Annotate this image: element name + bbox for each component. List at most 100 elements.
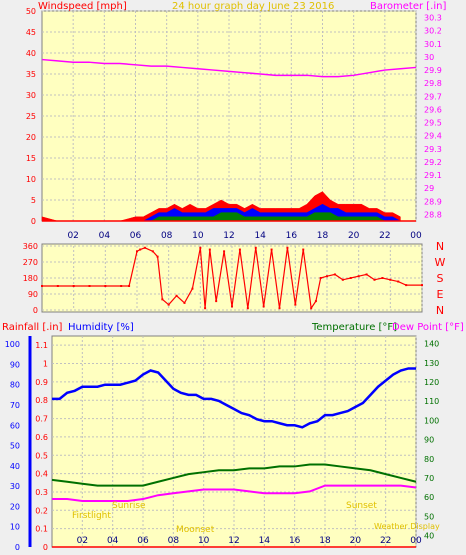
temperature-tick-label: 130 bbox=[424, 359, 439, 368]
wind-direction-point bbox=[128, 285, 131, 287]
humidity-tick-label: 40 bbox=[10, 462, 20, 471]
x-tick-label: 10 bbox=[198, 536, 210, 546]
wind-direction-point bbox=[262, 305, 265, 308]
temperature-tick-label: 110 bbox=[424, 397, 439, 406]
wind-direction-point bbox=[215, 300, 218, 303]
wind-direction-point bbox=[199, 246, 202, 249]
wind-direction-point bbox=[72, 285, 75, 287]
barometer-label: Barometer [.in] bbox=[370, 1, 446, 12]
credit-label: Weather Display bbox=[374, 522, 440, 531]
rainfall-tick-label: 0.8 bbox=[35, 396, 48, 405]
right-tick-label: 29.2 bbox=[424, 158, 442, 167]
right-tick-label: 28.9 bbox=[424, 197, 442, 206]
x-tick-label: 08 bbox=[168, 536, 180, 546]
rainfall-tick-label: 0.4 bbox=[35, 470, 48, 479]
humidity-tick-label: 70 bbox=[10, 401, 20, 410]
wind-direction-point bbox=[204, 307, 207, 310]
rainfall-tick-label: 0.7 bbox=[35, 415, 48, 424]
compass-3: E bbox=[437, 288, 444, 301]
x-tick-label: 14 bbox=[259, 536, 271, 546]
wind-direction-point bbox=[183, 301, 186, 304]
x-tick-label: 18 bbox=[317, 231, 329, 241]
x-tick-label: 02 bbox=[77, 536, 88, 546]
wind-direction-point bbox=[136, 250, 138, 253]
x-tick-label: 00 bbox=[410, 536, 422, 546]
direction-tick-label: 360 bbox=[23, 242, 38, 251]
direction-tick-label: 0 bbox=[33, 306, 38, 315]
rainfall-label: Rainfall [.in] bbox=[2, 322, 63, 333]
wind-direction-point bbox=[56, 285, 59, 287]
wind-direction-point bbox=[161, 298, 164, 301]
right-tick-label: 30.3 bbox=[424, 14, 442, 23]
direction-tick-label: 90 bbox=[28, 290, 38, 299]
left-tick-label: 5 bbox=[31, 196, 36, 205]
wind-direction-point bbox=[151, 250, 154, 253]
left-tick-label: 45 bbox=[26, 28, 36, 37]
left-tick-label: 20 bbox=[26, 133, 36, 142]
x-tick-label: 22 bbox=[380, 536, 391, 546]
temperature-tick-label: 120 bbox=[424, 378, 439, 387]
x-tick-label: 20 bbox=[350, 536, 362, 546]
series bbox=[41, 58, 423, 548]
right-tick-label: 29.7 bbox=[424, 92, 442, 101]
rainfall-tick-label: 0.2 bbox=[35, 506, 48, 515]
rainfall-tick-label: 0.6 bbox=[35, 433, 48, 442]
wind-direction-point bbox=[389, 278, 392, 281]
rainfall-tick-label: 0.3 bbox=[35, 488, 48, 497]
temperature-tick-label: 50 bbox=[424, 512, 434, 521]
rainfall-tick-label: 1 bbox=[43, 360, 48, 369]
wind-direction-point bbox=[421, 284, 423, 287]
compass-2: S bbox=[437, 272, 444, 285]
x-tick-label: 12 bbox=[223, 231, 234, 241]
sunset-label: Sunset bbox=[346, 501, 377, 511]
wind-direction-point bbox=[381, 277, 384, 279]
wind-direction-point bbox=[231, 305, 233, 308]
wind-direction-point bbox=[120, 285, 123, 287]
humidity-tick-label: 10 bbox=[10, 523, 20, 532]
right-tick-label: 30 bbox=[424, 53, 434, 62]
axes: 02 04 06 08 10 12 14 16 18 20 22 000510152025303540… bbox=[5, 7, 442, 552]
x-tick-label: 20 bbox=[348, 231, 360, 241]
right-tick-label: 29.5 bbox=[424, 119, 442, 128]
rainfall-tick-label: 0 bbox=[43, 543, 48, 552]
wind-direction-point bbox=[191, 287, 194, 290]
right-tick-label: 29.3 bbox=[424, 145, 442, 154]
wind-direction-point bbox=[373, 278, 376, 281]
right-tick-label: 28.8 bbox=[424, 210, 442, 219]
right-tick-label: 29.6 bbox=[424, 105, 442, 114]
left-tick-label: 25 bbox=[26, 112, 36, 121]
wind-direction-point bbox=[270, 248, 273, 251]
wind-direction-point bbox=[246, 307, 249, 310]
left-tick-label: 40 bbox=[26, 49, 36, 58]
wind-direction-point bbox=[397, 280, 400, 283]
temperature-tick-label: 100 bbox=[424, 416, 439, 425]
x-tick-label: 04 bbox=[99, 231, 111, 241]
dewpoint-label: Dew Point [°F] bbox=[392, 322, 464, 333]
wind-direction-point bbox=[357, 275, 360, 278]
humidity-tick-label: 60 bbox=[10, 421, 20, 430]
top-grid bbox=[42, 10, 417, 222]
left-tick-label: 35 bbox=[26, 70, 36, 79]
wind-direction-point bbox=[349, 277, 352, 279]
wind-direction-point bbox=[223, 250, 226, 253]
humidity-tick-label: 90 bbox=[10, 360, 20, 369]
dewpoint-series bbox=[52, 484, 417, 502]
temperature-tick-label: 40 bbox=[424, 531, 434, 540]
wind-direction-point bbox=[254, 246, 257, 249]
wind-direction-point bbox=[333, 273, 336, 276]
humidity-series bbox=[52, 367, 416, 429]
x-tick-label: 12 bbox=[228, 536, 239, 546]
wind-direction-point bbox=[41, 285, 43, 287]
x-tick-label: 06 bbox=[137, 536, 149, 546]
temperature-series bbox=[51, 463, 417, 487]
right-tick-label: 29.1 bbox=[424, 171, 442, 180]
wind-direction-point bbox=[341, 278, 344, 281]
left-tick-label: 0 bbox=[31, 217, 36, 226]
x-tick-label: 22 bbox=[379, 231, 390, 241]
wind-direction-point bbox=[208, 248, 211, 251]
windspeed-label: Windspeed [mph] bbox=[38, 1, 127, 12]
temperature-tick-label: 140 bbox=[424, 340, 439, 349]
direction-grid bbox=[42, 245, 423, 311]
direction-tick-label: 270 bbox=[23, 258, 38, 267]
